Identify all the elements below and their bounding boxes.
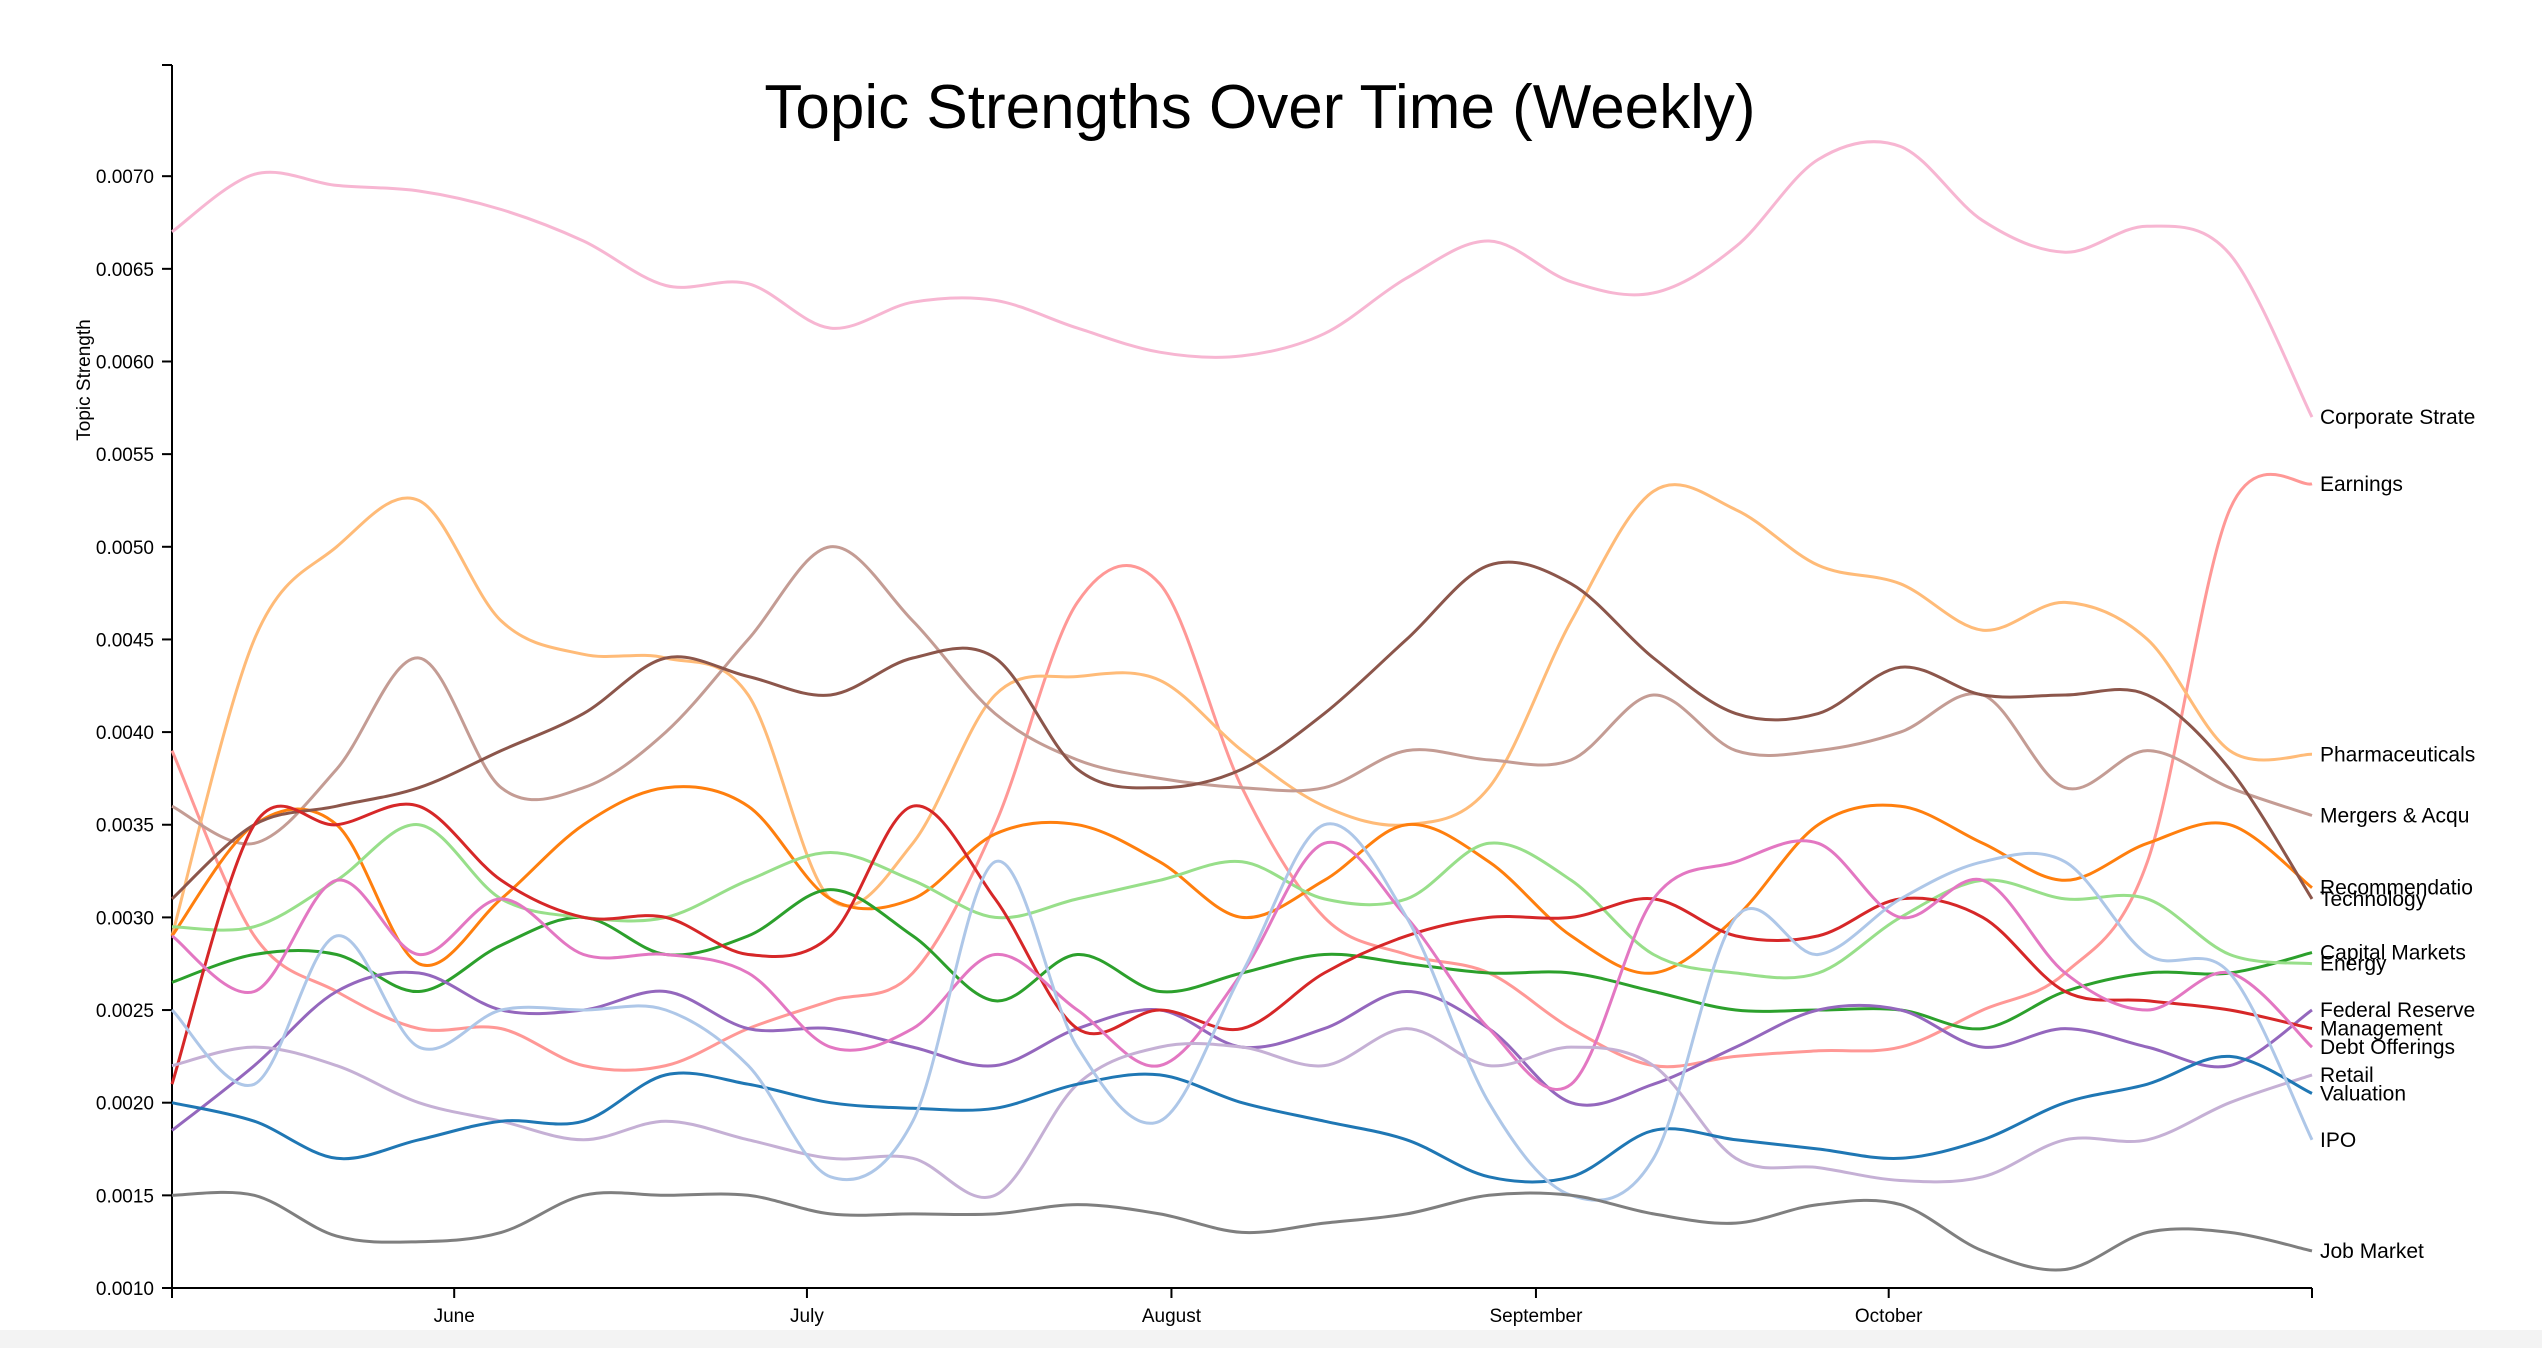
- x-tick-label: July: [790, 1306, 824, 1327]
- y-tick-label: 0.0050: [96, 538, 154, 559]
- series-label-retail: Retail: [2320, 1064, 2374, 1087]
- series-label-federal-reserve: Federal Reserve: [2320, 999, 2475, 1022]
- series-label-recommendations: Recommendatio: [2320, 877, 2473, 900]
- series-label-technology: Technology: [2320, 888, 2427, 911]
- series-line-valuation: [171, 1054, 2313, 1184]
- series-label-valuation: Valuation: [2320, 1082, 2406, 1105]
- series-line-corporate-strategy: [171, 140, 2314, 418]
- y-tick-label: 0.0060: [96, 352, 154, 373]
- x-tick-label: June: [434, 1306, 475, 1327]
- x-tick-label: August: [1142, 1306, 1202, 1327]
- series-line-federal-reserve: [171, 970, 2313, 1132]
- series-line-debt-offerings: [171, 839, 2314, 1091]
- chart-title: Topic Strengths Over Time (Weekly): [764, 73, 1755, 142]
- series-line-capital-markets: [171, 888, 2313, 1031]
- series-lines: [170, 140, 2314, 1272]
- series-label-earnings: Earnings: [2320, 473, 2403, 496]
- series-line-retail: [171, 1027, 2313, 1199]
- y-tick-label: 0.0020: [96, 1094, 154, 1115]
- series-label-pharmaceuticals: Pharmaceuticals: [2320, 743, 2475, 766]
- y-axis: 0.0010 0.0015 0.0020 0.0025 0.0030 0.0035 0.00…: [96, 64, 173, 1300]
- y-tick-label: 0.0015: [96, 1186, 154, 1207]
- series-line-ipo: [170, 822, 2314, 1202]
- y-tick-label: 0.0035: [96, 816, 154, 837]
- bottom-scroll-strip: [0, 1330, 2542, 1348]
- series-label-mergers-acquisitions: Mergers & Acqu: [2320, 804, 2469, 827]
- x-tick-label: September: [1489, 1306, 1583, 1327]
- series-line-job-market: [171, 1190, 2313, 1272]
- series-line-pharmaceuticals: [170, 483, 2313, 937]
- series-label-corporate-strategy: Corporate Strate: [2320, 406, 2475, 429]
- y-tick-label: 0.0010: [96, 1279, 154, 1300]
- y-tick-label: 0.0055: [96, 445, 154, 466]
- series-label-capital-markets: Capital Markets: [2320, 942, 2466, 965]
- series-label-management: Management: [2320, 1018, 2443, 1041]
- y-axis-label: Topic Strength: [74, 319, 95, 440]
- series-label-job-market: Job Market: [2320, 1240, 2424, 1263]
- y-tick-label: 0.0025: [96, 1001, 154, 1022]
- series-label-ipo: IPO: [2320, 1129, 2356, 1152]
- y-tick-label: 0.0040: [96, 723, 154, 744]
- series-label-debt-offerings: Debt Offerings: [2320, 1036, 2455, 1059]
- y-tick-label: 0.0030: [96, 908, 154, 929]
- series-line-mergers-acquisitions: [171, 545, 2313, 846]
- series-labels: Corporate Strate Earnings Pharmaceuticals M…: [2320, 406, 2475, 1263]
- series-line-technology: [170, 560, 2314, 901]
- y-tick-label: 0.0070: [96, 167, 154, 188]
- x-tick-label: October: [1855, 1306, 1923, 1327]
- series-label-energy: Energy: [2320, 953, 2387, 976]
- y-tick-label: 0.0045: [96, 630, 154, 651]
- series-line-earnings: [170, 472, 2313, 1072]
- x-axis: June July August September October: [171, 1287, 2313, 1327]
- y-tick-label: 0.0065: [96, 260, 154, 281]
